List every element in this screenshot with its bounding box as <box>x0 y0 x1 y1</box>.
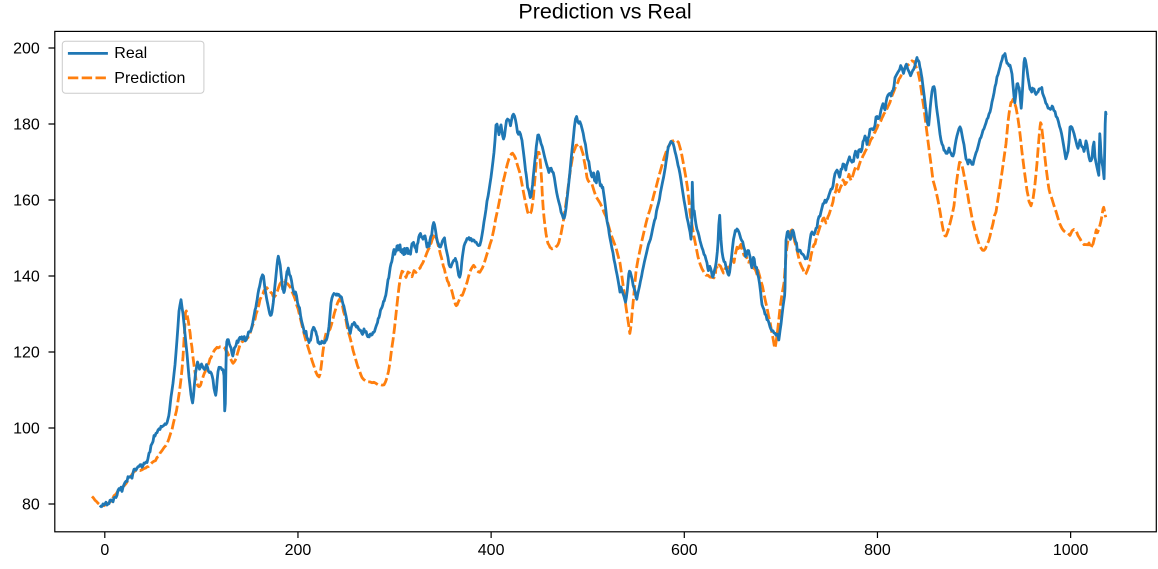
svg-text:Prediction: Prediction <box>114 70 185 87</box>
svg-text:100: 100 <box>13 421 40 438</box>
svg-text:160: 160 <box>13 193 40 210</box>
svg-text:80: 80 <box>22 497 40 514</box>
svg-text:400: 400 <box>478 542 505 559</box>
svg-text:Real: Real <box>114 45 147 62</box>
svg-text:0: 0 <box>100 542 109 559</box>
svg-text:200: 200 <box>285 542 312 559</box>
svg-text:1000: 1000 <box>1053 542 1089 559</box>
svg-text:Prediction vs Real: Prediction vs Real <box>518 0 691 24</box>
svg-text:600: 600 <box>671 542 698 559</box>
svg-text:200: 200 <box>13 41 40 58</box>
svg-text:120: 120 <box>13 345 40 362</box>
svg-text:140: 140 <box>13 269 40 286</box>
svg-text:800: 800 <box>864 542 891 559</box>
svg-text:180: 180 <box>13 117 40 134</box>
